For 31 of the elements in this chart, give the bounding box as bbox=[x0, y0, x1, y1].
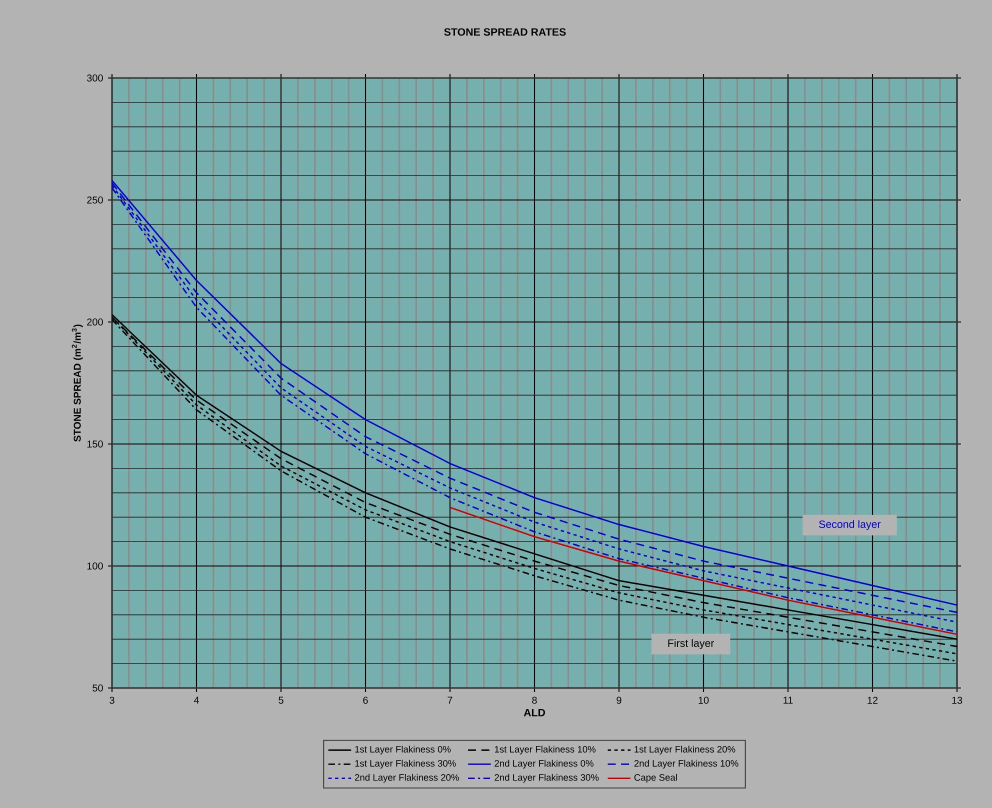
y-tick-label: 200 bbox=[87, 318, 103, 326]
legend-label: 2nd Layer Flakiness 0% bbox=[494, 760, 594, 769]
legend-label: 1st Layer Flakiness 20% bbox=[634, 746, 736, 754]
legend-label: 2nd Layer Flakiness 30% bbox=[494, 774, 599, 783]
y-tick-label: 250 bbox=[87, 196, 103, 204]
x-tick-label: 12 bbox=[868, 696, 878, 704]
x-tick-label: 3 bbox=[110, 696, 114, 704]
x-tick-label: 13 bbox=[952, 696, 962, 704]
x-tick-label: 4 bbox=[194, 696, 199, 704]
x-tick-label: 5 bbox=[278, 696, 284, 704]
y-tick-label: 150 bbox=[87, 440, 103, 448]
annotation: First layer bbox=[668, 639, 714, 650]
y-axis-title: STONE SPREAD (m$^{2}$/m$^{3}$) bbox=[72, 324, 83, 442]
legend-label: 2nd Layer Flakiness 10% bbox=[634, 760, 738, 769]
x-tick-label: 6 bbox=[363, 696, 368, 704]
legend-label: 1st Layer Flakiness 0% bbox=[355, 746, 451, 754]
y-tick-label: 300 bbox=[86, 74, 103, 82]
x-axis-title: ALD bbox=[524, 708, 546, 716]
x-tick-label: 11 bbox=[784, 696, 793, 704]
x-tick-label: 10 bbox=[698, 696, 709, 704]
y-tick-label: 50 bbox=[92, 684, 103, 692]
y-tick-label: 100 bbox=[87, 562, 103, 570]
legend-label: 1st Layer Flakiness 10% bbox=[494, 746, 596, 754]
x-tick-label: 7 bbox=[448, 696, 452, 704]
legend-label: 2nd Layer Flakiness 20% bbox=[354, 774, 459, 783]
x-tick-label: 8 bbox=[532, 696, 537, 704]
x-tick-label: 9 bbox=[616, 696, 622, 704]
legend-label: 1st Layer Flakiness 30% bbox=[355, 760, 456, 769]
annotation: Second layer bbox=[819, 520, 881, 530]
legend-label: Cape Seal bbox=[634, 774, 677, 783]
chart-title: STONE SPREAD RATES bbox=[444, 28, 566, 36]
